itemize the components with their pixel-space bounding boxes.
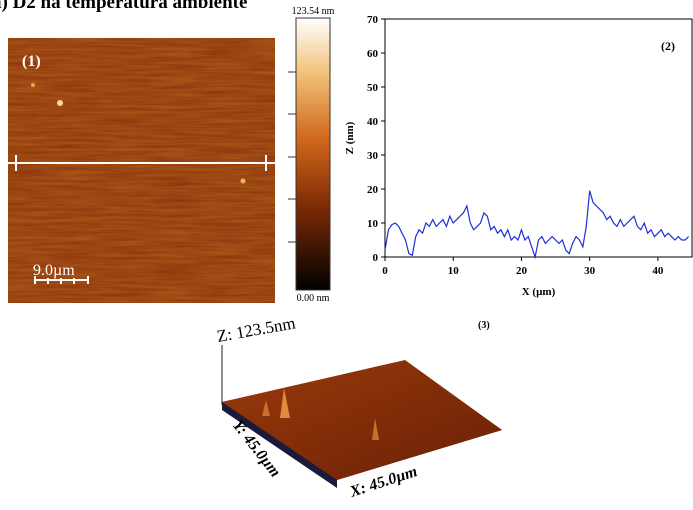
surface-peak <box>372 418 379 440</box>
x-tick-label: 30 <box>584 265 596 277</box>
colorbar-max: 123.54 nm <box>292 6 335 17</box>
colorbar <box>295 17 331 291</box>
colorbar-min: 0.00 nm <box>297 293 330 304</box>
afm-feature <box>240 178 246 184</box>
plot-frame <box>384 18 693 258</box>
afm-feature <box>31 83 35 87</box>
profile-chart: 0 10 20 30 40 50 60 70 0 10 20 30 40 X (µm) Z (nm) (2) <box>344 14 693 298</box>
y-tick-label: 60 <box>367 48 379 60</box>
colorbar-ticks <box>288 71 296 243</box>
y-tick-label: 50 <box>367 82 379 94</box>
surface-peak <box>280 388 290 418</box>
surface <box>222 360 502 480</box>
y-tick-label: 10 <box>367 218 379 230</box>
y-tick-label: 20 <box>367 184 379 196</box>
afm-texture <box>8 38 275 303</box>
x-tick-label: 40 <box>652 265 664 277</box>
y-tick-label: 0 <box>373 252 379 264</box>
panel-label: (2) <box>661 39 675 53</box>
x-tick-label: 0 <box>382 265 388 277</box>
y-tick-label: 40 <box>367 116 379 128</box>
y-axis-label: Z (nm) <box>344 121 356 154</box>
x-tick-label: 10 <box>448 265 460 277</box>
x-axis-label: X (µm) <box>522 286 556 298</box>
y-tick-label: 70 <box>367 14 379 26</box>
afm-feature <box>57 100 63 106</box>
scale-bar-label: 9.0µm <box>33 262 75 279</box>
y-tick-label: 30 <box>367 150 379 162</box>
panel-label: (1) <box>22 53 41 70</box>
scale-bar <box>34 276 89 284</box>
panel-label: (3) <box>478 320 490 331</box>
profile-line <box>384 190 690 260</box>
x-tick-label: 20 <box>516 265 528 277</box>
z-axis-label: Z: 123.5nm <box>215 313 296 345</box>
surface-peak <box>262 400 270 416</box>
figure-title: a) D2 na temperatura ambiente <box>0 0 247 13</box>
